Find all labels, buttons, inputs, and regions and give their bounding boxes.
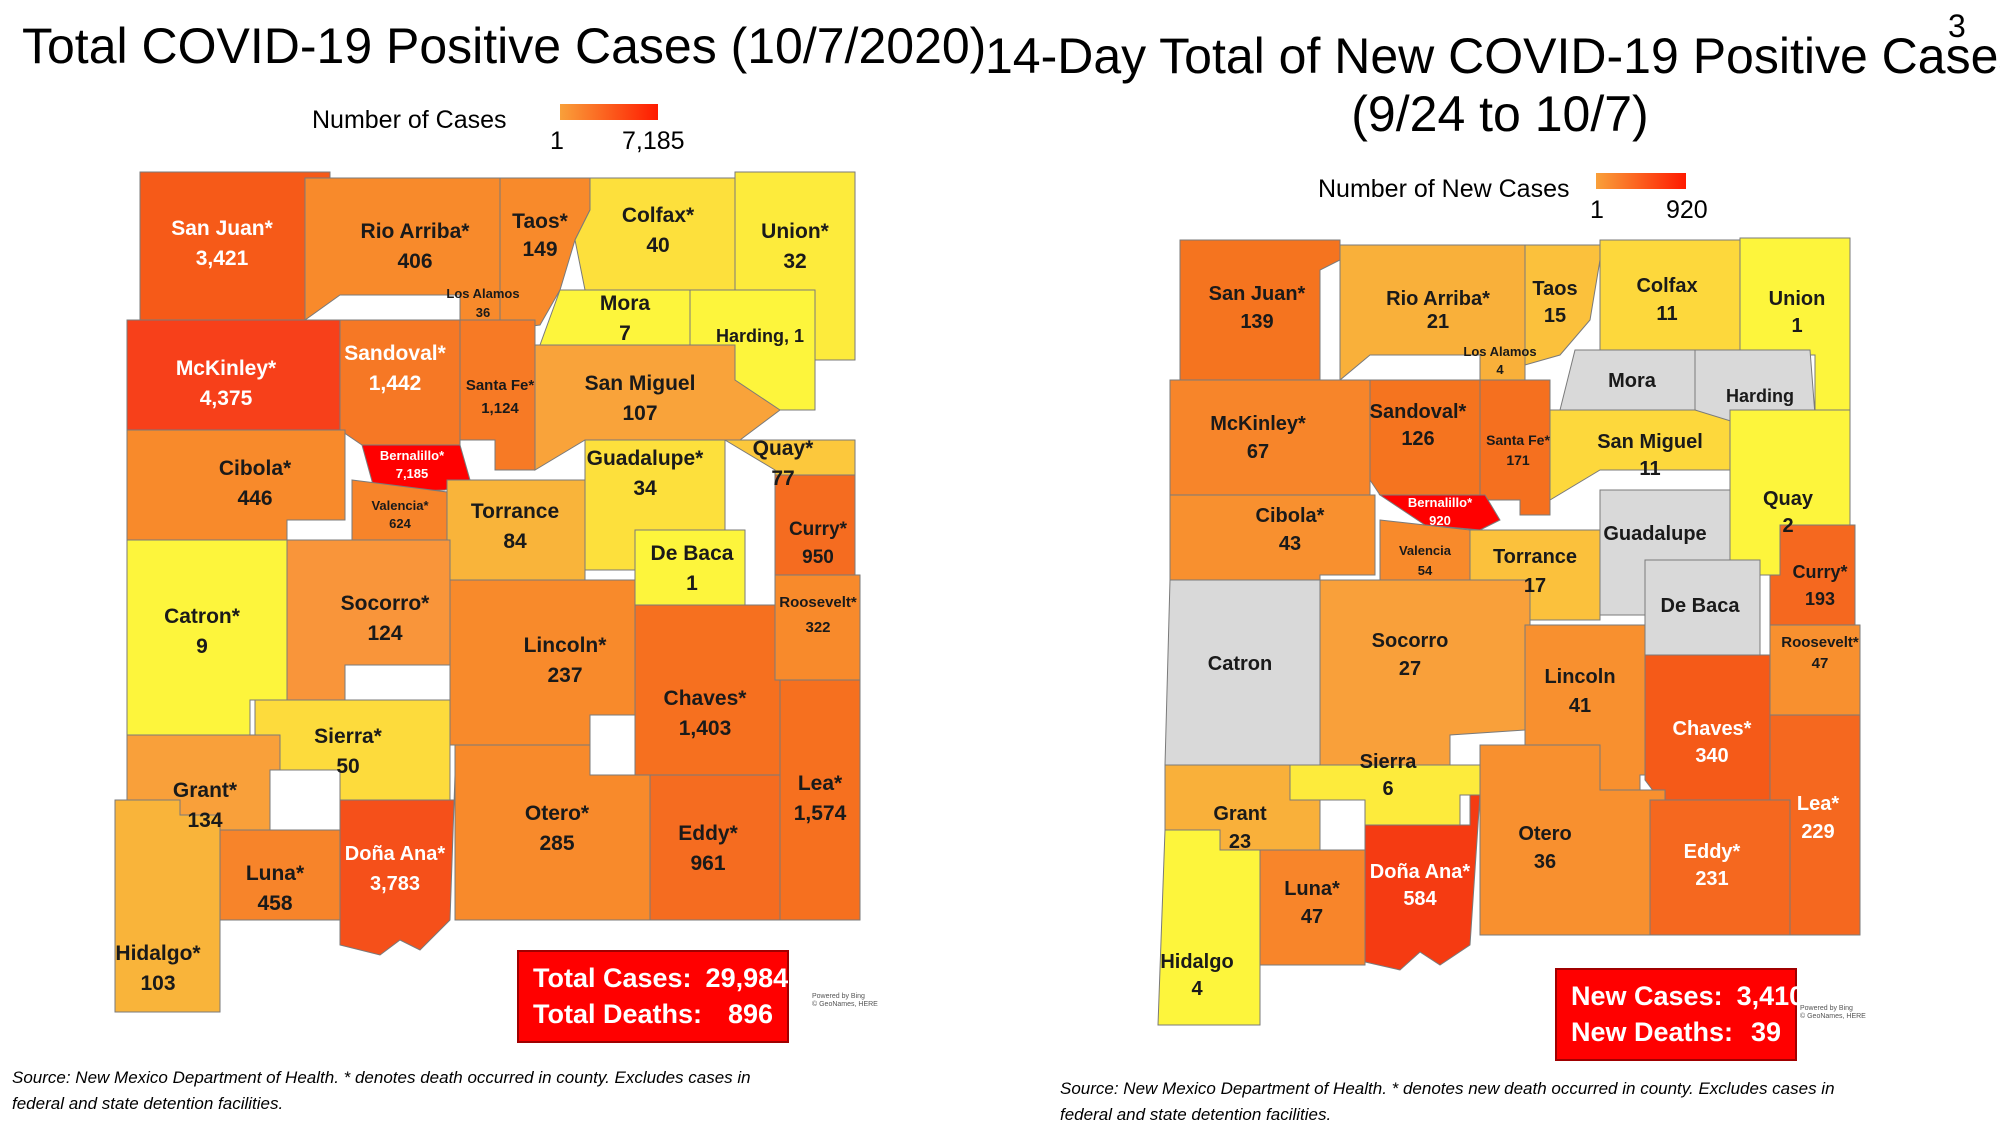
right-county-label-grant: Grant <box>1213 803 1267 825</box>
right-county-label-quay: Quay <box>1763 488 1814 510</box>
right-county-value-torrance: 17 <box>1524 575 1546 597</box>
right-county-value-grant: 23 <box>1229 831 1251 853</box>
right-county-value-union: 1 <box>1791 315 1802 337</box>
right-county-label-guadalupe: Guadalupe <box>1603 523 1706 545</box>
right-county-value-valencia: 54 <box>1418 563 1433 578</box>
right-county-value-bernalillo: 920 <box>1429 513 1451 528</box>
right-county-label-sandoval: Sandoval* <box>1370 401 1467 423</box>
right-county-label-bernalillo: Bernalillo* <box>1408 495 1473 510</box>
right-county-value-sandoval: 126 <box>1401 428 1434 450</box>
right-county-label-valencia: Valencia <box>1399 543 1452 558</box>
right-county-value-los-alamos: 4 <box>1496 362 1504 377</box>
new-cases-value: 3,410 <box>1737 978 1805 1014</box>
right-county-label-de-baca: De Baca <box>1661 595 1741 617</box>
right-county-label-colfax: Colfax <box>1636 275 1697 297</box>
right-county-value-san-juan: 139 <box>1240 311 1273 333</box>
right-attribution-line2: © GeoNames, HERE <box>1800 1013 1866 1021</box>
right-county-label-catron: Catron <box>1208 653 1272 675</box>
new-cases-label: New Cases: <box>1571 978 1723 1014</box>
new-deaths-label: New Deaths: <box>1571 1014 1733 1050</box>
right-county-value-otero: 36 <box>1534 851 1556 873</box>
right-county-value-mckinley: 67 <box>1247 441 1269 463</box>
right-county-label-mckinley: McKinley* <box>1210 413 1306 435</box>
right-county-label-sierra: Sierra <box>1360 751 1418 773</box>
right-map-attribution: Powered by Bing © GeoNames, HERE <box>1800 1005 1866 1022</box>
new-deaths-value: 39 <box>1751 1014 1781 1050</box>
right-county-value-quay: 2 <box>1782 515 1793 537</box>
right-county-label-lincoln: Lincoln <box>1544 666 1615 688</box>
right-county-label-santa-fe: Santa Fe* <box>1486 432 1550 448</box>
right-county-value-cibola: 43 <box>1279 533 1301 555</box>
right-county-label-rio-arriba: Rio Arriba* <box>1386 288 1490 310</box>
right-county-label-cibola: Cibola* <box>1256 505 1325 527</box>
right-county-label-san-juan: San Juan* <box>1209 283 1306 305</box>
right-county-value-eddy: 231 <box>1695 868 1728 890</box>
right-county-label-do-a-ana: Doña Ana* <box>1370 861 1471 883</box>
right-county-socorro <box>1320 580 1530 765</box>
right-source-line1: Source: New Mexico Department of Health.… <box>1060 1076 1835 1102</box>
right-county-label-harding: Harding <box>1726 386 1794 406</box>
right-county-value-socorro: 27 <box>1399 658 1421 680</box>
right-totals-box: New Cases:3,410 New Deaths:39 <box>1555 968 1797 1061</box>
right-county-value-taos: 15 <box>1544 305 1566 327</box>
right-source-line2: federal and state detention facilities. <box>1060 1102 1835 1127</box>
right-county-value-lea: 229 <box>1801 821 1834 843</box>
right-county-label-torrance: Torrance <box>1493 546 1577 568</box>
right-county-value-do-a-ana: 584 <box>1403 888 1437 910</box>
right-county-value-curry: 193 <box>1805 589 1835 609</box>
right-county-label-otero: Otero <box>1518 823 1571 845</box>
right-county-value-sierra: 6 <box>1382 778 1393 800</box>
right-county-label-chaves: Chaves* <box>1673 718 1752 740</box>
right-county-value-colfax: 11 <box>1656 303 1677 325</box>
right-county-label-lea: Lea* <box>1797 793 1839 815</box>
right-county-label-hidalgo: Hidalgo <box>1160 951 1233 973</box>
right-county-value-roosevelt: 47 <box>1812 655 1829 672</box>
right-county-label-luna: Luna* <box>1284 878 1340 900</box>
right-county-value-luna: 47 <box>1301 906 1323 928</box>
right-county-label-san-miguel: San Miguel <box>1597 431 1703 453</box>
right-county-label-curry: Curry* <box>1792 562 1847 582</box>
right-county-label-taos: Taos <box>1532 278 1577 300</box>
right-county-value-santa-fe: 171 <box>1506 452 1530 468</box>
right-source-note: Source: New Mexico Department of Health.… <box>1060 1076 1835 1127</box>
right-county-label-socorro: Socorro <box>1372 630 1449 652</box>
right-county-san-juan <box>1180 240 1340 380</box>
right-county-value-lincoln: 41 <box>1569 695 1591 717</box>
right-county-value-hidalgo: 4 <box>1191 978 1203 1000</box>
right-county-label-union: Union <box>1769 288 1826 310</box>
right-county-hidalgo <box>1158 830 1260 1025</box>
right-county-label-eddy: Eddy* <box>1684 841 1741 863</box>
right-county-value-chaves: 340 <box>1695 745 1728 767</box>
right-county-label-roosevelt: Roosevelt* <box>1781 634 1859 651</box>
right-county-label-los-alamos: Los Alamos <box>1463 344 1536 359</box>
right-county-value-san-miguel: 11 <box>1639 458 1660 480</box>
right-county-label-mora: Mora <box>1608 370 1657 392</box>
right-county-value-rio-arriba: 21 <box>1427 311 1449 333</box>
